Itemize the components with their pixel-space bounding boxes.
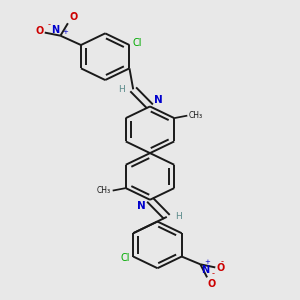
Text: CH₃: CH₃ xyxy=(189,111,203,120)
Text: O: O xyxy=(69,12,78,22)
Text: +: + xyxy=(63,29,68,35)
Text: O: O xyxy=(208,279,216,289)
Text: H: H xyxy=(118,85,125,94)
Text: N: N xyxy=(154,95,163,105)
Text: N: N xyxy=(201,265,209,275)
Text: O: O xyxy=(35,26,43,36)
Text: CH₃: CH₃ xyxy=(97,186,111,195)
Text: N: N xyxy=(137,201,146,211)
Text: -: - xyxy=(212,269,214,278)
Text: -: - xyxy=(48,20,51,29)
Text: Cl: Cl xyxy=(121,253,130,263)
Text: O: O xyxy=(217,263,225,273)
Text: Cl: Cl xyxy=(132,38,142,49)
Text: -: - xyxy=(220,257,223,266)
Text: +: + xyxy=(204,259,210,265)
Text: N: N xyxy=(52,25,60,35)
Text: -: - xyxy=(72,10,75,19)
Text: H: H xyxy=(175,212,182,221)
